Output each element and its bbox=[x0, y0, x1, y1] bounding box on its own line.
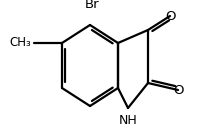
Text: Br: Br bbox=[85, 0, 99, 11]
Text: O: O bbox=[165, 10, 175, 23]
Text: CH₃: CH₃ bbox=[9, 37, 31, 50]
Text: NH: NH bbox=[119, 114, 137, 127]
Text: O: O bbox=[173, 83, 183, 96]
